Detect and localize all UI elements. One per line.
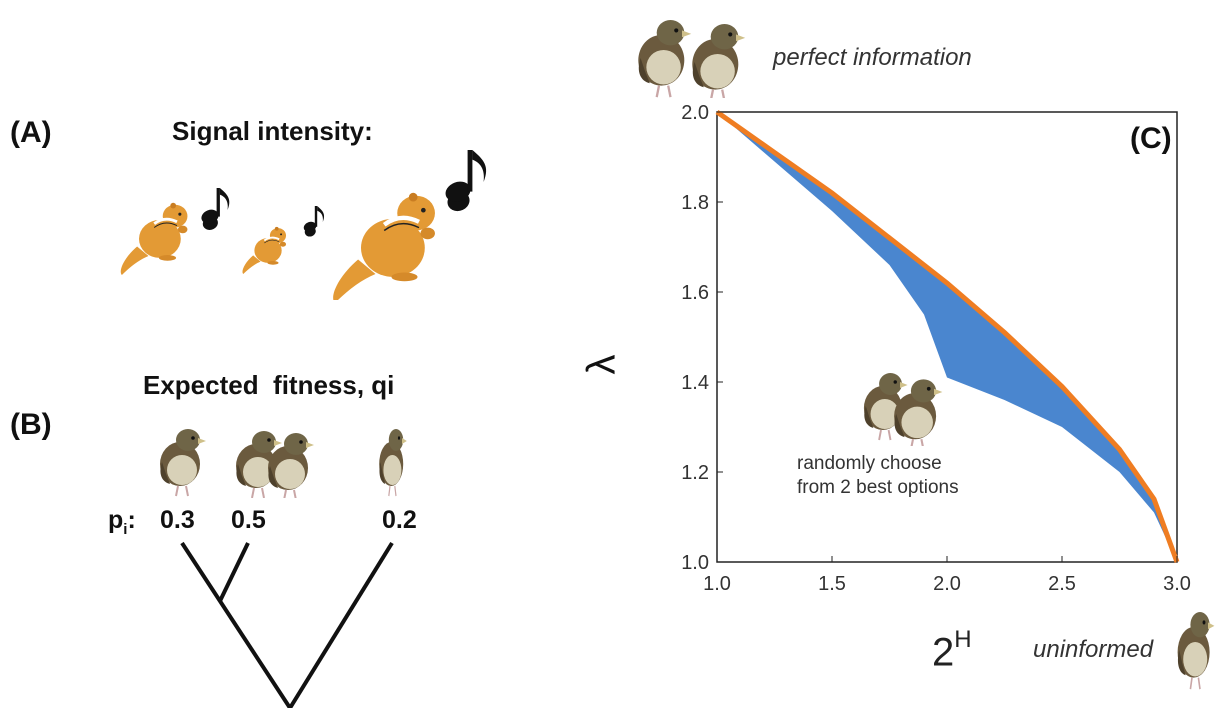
panel-c-label: (C) <box>1130 122 1172 155</box>
sparrow-pair-annotation <box>862 372 944 446</box>
x-tick-label: 1.5 <box>818 573 846 595</box>
probability-3: 0.2 <box>382 506 417 534</box>
sparrow-icon <box>1176 610 1216 691</box>
sparrow-pair-top <box>637 18 747 98</box>
y-tick-label: 1.6 <box>681 282 709 304</box>
probability-2: 0.5 <box>231 506 266 534</box>
uninformed-note: uninformed <box>1033 636 1154 663</box>
music-note-icon <box>302 206 325 237</box>
y-tick-label: 1.4 <box>681 372 709 394</box>
y-axis-label: λ <box>579 354 624 375</box>
upper-bound-line <box>715 109 1180 563</box>
x-tick-label: 2.5 <box>1048 573 1076 595</box>
music-note-icon <box>442 150 487 212</box>
random-choice-annotation: randomly choose from 2 best options <box>797 453 959 498</box>
panel-a-label: (A) <box>10 116 52 149</box>
x-axis-label: 2H <box>932 626 972 675</box>
chipmunk-icon <box>333 193 435 300</box>
decision-tree <box>180 541 394 708</box>
chipmunk-illustrations <box>119 150 487 300</box>
feasible-region <box>717 112 1177 562</box>
panel-b-label: (B) <box>10 408 52 441</box>
sparrow-icon <box>159 428 207 497</box>
tree-branch <box>218 542 250 602</box>
p-label: pi: <box>108 506 136 538</box>
chipmunk-icon <box>119 201 189 277</box>
tree-branch <box>288 541 394 708</box>
sparrow-icon <box>637 18 693 98</box>
y-tick-label: 2.0 <box>681 102 709 124</box>
music-note-icon <box>199 188 230 231</box>
sparrow-icon <box>691 22 747 98</box>
expected-fitness-heading: Expected fitness, qi <box>143 370 395 400</box>
sparrow-icon <box>378 428 408 497</box>
x-tick-label: 3.0 <box>1163 573 1191 595</box>
tree-branch <box>180 541 292 708</box>
sparrow-icon <box>893 378 944 446</box>
x-tick-label: 1.0 <box>703 573 731 595</box>
probability-1: 0.3 <box>160 506 195 534</box>
y-tick-label: 1.0 <box>681 552 709 574</box>
signal-intensity-heading: Signal intensity: <box>172 116 373 146</box>
chipmunk-icon <box>241 225 287 275</box>
sparrow-illustrations-b <box>159 428 408 498</box>
chart-plot: 1.0 1.5 2.0 2.5 3.0 1.0 1.2 1.4 1.6 1.8 2.0 (C) <box>681 102 1191 595</box>
sparrow-single-bottom <box>1176 610 1216 691</box>
perfect-information-note: perfect information <box>773 44 972 71</box>
y-tick-label: 1.2 <box>681 462 709 484</box>
x-tick-label: 2.0 <box>933 573 961 595</box>
y-tick-label: 1.8 <box>681 192 709 214</box>
